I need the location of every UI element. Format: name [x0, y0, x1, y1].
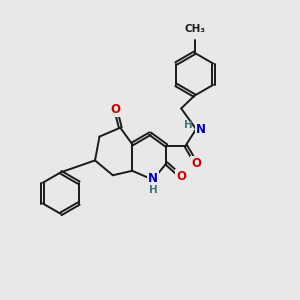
- Text: N: N: [196, 123, 206, 136]
- Text: O: O: [111, 103, 121, 116]
- Text: H: H: [184, 120, 193, 130]
- Text: N: N: [148, 172, 158, 185]
- Text: H: H: [149, 185, 158, 195]
- Text: O: O: [176, 170, 186, 183]
- Text: CH₃: CH₃: [184, 24, 205, 34]
- Text: O: O: [191, 157, 201, 170]
